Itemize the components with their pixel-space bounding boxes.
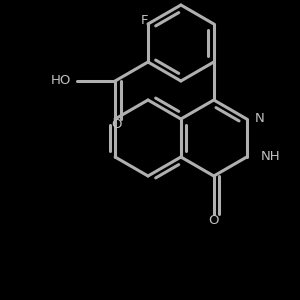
Text: O: O: [208, 214, 219, 226]
Text: HO: HO: [51, 74, 71, 86]
Text: O: O: [111, 118, 121, 131]
Text: NH: NH: [261, 149, 280, 163]
Text: N: N: [255, 112, 265, 124]
Text: F: F: [141, 14, 149, 27]
